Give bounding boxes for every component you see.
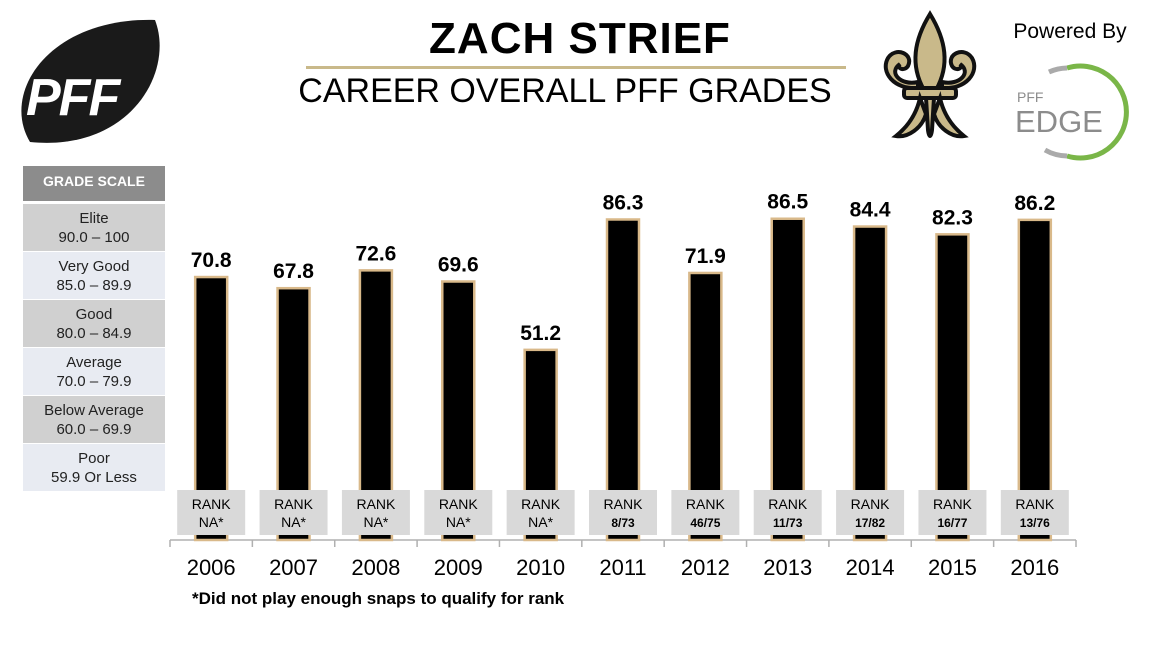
grade-scale-row: Poor 59.9 Or Less	[23, 444, 165, 492]
title-divider	[306, 66, 846, 69]
rank-box	[341, 490, 410, 535]
rank-value: NA*	[281, 514, 306, 530]
grade-scale-label: Poor	[78, 449, 110, 467]
rank-label: RANK	[192, 496, 232, 512]
x-tick-label: 2010	[516, 555, 565, 580]
grade-scale-row: Very Good 85.0 – 89.9	[23, 252, 165, 300]
rank-value: 8/73	[611, 516, 635, 530]
rank-value: 16/77	[937, 516, 967, 530]
player-name: ZACH STRIEF	[429, 14, 731, 63]
x-tick-label: 2014	[846, 555, 895, 580]
data-label: 67.8	[273, 260, 314, 283]
grade-scale-row: Elite 90.0 – 100	[23, 204, 165, 252]
grade-scale-range: 85.0 – 89.9	[56, 276, 132, 294]
data-label: 84.4	[850, 199, 891, 222]
x-tick-label: 2009	[434, 555, 483, 580]
x-tick-label: 2015	[928, 555, 977, 580]
grade-scale-row: Good 80.0 – 84.9	[23, 300, 165, 348]
rank-box	[259, 490, 328, 535]
bar	[1017, 218, 1053, 542]
saints-logo	[874, 10, 986, 155]
grade-scale-label: Very Good	[58, 257, 130, 275]
rank-label: RANK	[933, 496, 973, 512]
x-tick-label: 2012	[681, 555, 730, 580]
edge-large-text: EDGE	[1015, 104, 1103, 139]
x-tick-label: 2007	[269, 555, 318, 580]
grade-scale-table: GRADE SCALE Elite 90.0 – 100 Very Good 8…	[23, 166, 165, 492]
data-label: 82.3	[932, 206, 973, 229]
bar	[770, 217, 805, 542]
data-label: 51.2	[520, 322, 561, 345]
rank-box	[918, 490, 987, 535]
grade-scale-row: Below Average 60.0 – 69.9	[23, 396, 165, 444]
rank-value: 46/75	[690, 516, 720, 530]
chart-subtitle: CAREER OVERALL PFF GRADES	[298, 72, 832, 110]
pff-edge-logo: PFF EDGE	[1005, 62, 1130, 167]
data-label: 69.6	[438, 254, 479, 277]
fleur-de-lis-icon	[883, 10, 977, 139]
grade-scale-range: 80.0 – 84.9	[56, 324, 132, 342]
data-label: 72.6	[355, 242, 396, 265]
grade-scale-label: Below Average	[44, 401, 144, 419]
edge-small-text: PFF	[1017, 89, 1043, 105]
rank-value: NA*	[363, 514, 388, 530]
x-tick-label: 2013	[763, 555, 812, 580]
rank-box	[836, 490, 905, 535]
edge-ring-icon	[1066, 63, 1129, 161]
rank-value: NA*	[199, 514, 224, 530]
bar	[605, 218, 641, 542]
rank-label: RANK	[851, 496, 891, 512]
rank-label: RANK	[768, 496, 808, 512]
grade-scale-label: Good	[75, 305, 113, 323]
data-label: 86.2	[1014, 192, 1055, 215]
data-label: 70.8	[191, 249, 232, 272]
rank-box	[753, 490, 822, 535]
rank-label: RANK	[439, 496, 479, 512]
rank-label: RANK	[274, 496, 314, 512]
rank-box	[177, 490, 246, 535]
rank-value: 11/73	[773, 516, 803, 530]
rank-value: NA*	[528, 514, 553, 530]
grade-scale-label: Average	[66, 353, 122, 371]
pff-logo-text: PFF	[26, 69, 121, 127]
rank-label: RANK	[521, 496, 561, 512]
rank-value: NA*	[446, 514, 471, 530]
footnote: *Did not play enough snaps to qualify fo…	[192, 589, 565, 608]
rank-value: 17/82	[855, 516, 885, 530]
rank-label: RANK	[686, 496, 726, 512]
grade-scale-label: Elite	[79, 209, 109, 227]
rank-box	[424, 490, 493, 535]
x-tick-label: 2016	[1010, 555, 1059, 580]
rank-box	[1000, 490, 1069, 535]
grade-scale-range: 60.0 – 69.9	[56, 420, 132, 438]
rank-box	[671, 490, 740, 535]
rank-label: RANK	[604, 496, 644, 512]
bar	[852, 225, 888, 542]
grade-scale-range: 59.9 Or Less	[51, 468, 137, 486]
grade-scale-title: GRADE SCALE	[23, 166, 165, 204]
grade-scale-row: Average 70.0 – 79.9	[23, 348, 165, 396]
x-tick-label: 2008	[351, 555, 400, 580]
rank-box	[506, 490, 575, 535]
grade-scale-range: 90.0 – 100	[58, 228, 130, 246]
data-label: 86.5	[767, 191, 808, 214]
bar	[935, 233, 970, 542]
data-label: 71.9	[685, 245, 726, 268]
rank-box	[589, 490, 657, 535]
rank-label: RANK	[1015, 496, 1055, 512]
pff-logo: PFF	[10, 12, 160, 159]
x-tick-label: 2006	[187, 555, 236, 580]
x-tick-label: 2011	[599, 555, 646, 580]
powered-by-label: Powered By	[1013, 20, 1127, 43]
rank-label: RANK	[356, 496, 396, 512]
rank-value: 13/76	[1020, 516, 1050, 530]
grade-scale-range: 70.0 – 79.9	[56, 372, 132, 390]
football-shape-icon	[21, 19, 160, 143]
data-label: 86.3	[603, 191, 644, 214]
